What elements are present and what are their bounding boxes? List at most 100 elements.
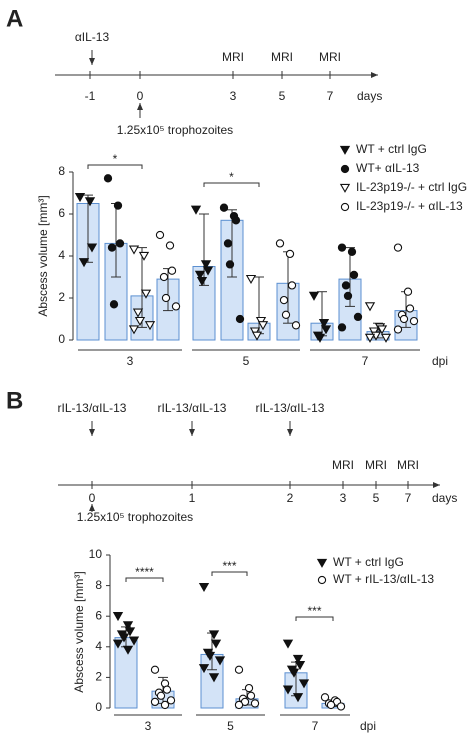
data-point	[161, 293, 171, 303]
data-point	[166, 696, 176, 705]
data-point	[393, 243, 403, 252]
data-point	[223, 239, 233, 248]
data-point	[250, 699, 260, 708]
data-point	[294, 661, 306, 671]
data-point	[144, 321, 156, 331]
data-point	[234, 665, 244, 674]
data-point	[167, 266, 177, 275]
data-point	[165, 241, 175, 250]
data-point	[112, 612, 124, 622]
y-tick-label: 2	[58, 290, 65, 304]
data-point	[190, 205, 202, 215]
x-tick-label: 7	[362, 354, 369, 368]
y-tick-label: 0	[58, 332, 65, 346]
legend-label: WT + ctrl IgG	[356, 142, 427, 156]
data-point	[282, 639, 294, 649]
data-point	[112, 639, 124, 649]
timeline-tick-label: 7	[327, 89, 334, 103]
data-point	[380, 333, 392, 343]
significance-label: *	[113, 152, 118, 166]
data-point	[376, 325, 388, 335]
data-point	[364, 302, 376, 312]
data-point	[318, 319, 330, 329]
infection-label: 1.25x10⁵ trophozoites	[117, 123, 233, 137]
timeline-tick-label: 0	[137, 89, 144, 103]
data-point	[341, 281, 351, 290]
timeline-tick-label: 0	[89, 491, 96, 505]
timeline-tick-label: 5	[279, 89, 286, 103]
data-point	[235, 314, 245, 324]
data-point	[214, 656, 226, 666]
data-point	[316, 558, 328, 568]
data-point	[115, 239, 125, 248]
data-point	[118, 633, 130, 643]
significance-label: ***	[222, 559, 236, 573]
data-point	[194, 270, 206, 280]
data-point	[225, 260, 235, 269]
x-tick-label: 5	[243, 354, 250, 368]
significance-bracket	[87, 164, 143, 169]
y-tick-label: 4	[95, 639, 102, 653]
data-point	[353, 312, 363, 322]
data-point	[326, 700, 336, 710]
data-point	[245, 274, 257, 285]
data-point	[208, 673, 220, 683]
event-label: MRI	[332, 458, 354, 472]
data-point	[208, 630, 220, 640]
event-label: MRI	[222, 50, 244, 64]
data-point	[364, 333, 376, 343]
data-point	[155, 230, 165, 240]
data-point	[288, 668, 300, 678]
y-tick-label: 8	[95, 578, 102, 592]
timeline-tick-label: -1	[85, 89, 96, 103]
data-point	[103, 174, 113, 183]
data-point	[234, 700, 244, 710]
significance-bracket	[203, 182, 260, 187]
data-point	[162, 685, 172, 694]
data-point	[257, 321, 269, 331]
event-label: MRI	[397, 458, 419, 472]
data-point	[343, 291, 353, 301]
data-point	[279, 295, 289, 305]
data-point	[124, 627, 136, 637]
data-point	[198, 582, 210, 593]
data-point	[219, 203, 229, 212]
data-point	[122, 645, 134, 655]
data-point	[150, 697, 160, 707]
data-point	[285, 249, 295, 259]
data-point	[320, 693, 330, 702]
data-point	[320, 325, 332, 335]
data-point	[349, 270, 359, 280]
data-point	[393, 325, 403, 334]
timeline-unit: days	[432, 491, 457, 505]
data-point	[128, 325, 140, 335]
data-point	[109, 300, 119, 309]
data-point	[156, 691, 166, 700]
y-tick-label: 8	[58, 164, 65, 178]
data-point	[171, 302, 181, 311]
event-label: αIL-13	[75, 30, 110, 44]
event-label: MRI	[271, 50, 293, 64]
data-point	[74, 193, 86, 203]
data-point	[292, 693, 304, 703]
data-point	[150, 665, 160, 674]
data-point	[251, 331, 263, 341]
significance-bracket	[125, 577, 164, 582]
data-point	[128, 636, 140, 646]
data-point	[244, 683, 254, 693]
data-point	[298, 679, 310, 689]
data-point	[200, 260, 212, 270]
data-point	[337, 243, 347, 252]
data-point	[84, 197, 96, 207]
infection-label: 1.25x10⁵ trophozoites	[77, 510, 193, 524]
legend-label: WT + ctrl IgG	[333, 555, 404, 569]
data-point	[337, 323, 347, 332]
timeline-tick-label: 7	[405, 491, 412, 505]
significance-bracket	[295, 616, 334, 621]
data-point	[86, 243, 98, 253]
timeline-unit: days	[357, 89, 382, 103]
data-point	[291, 321, 301, 330]
x-tick-label: 7	[312, 719, 319, 733]
y-tick-label: 4	[58, 248, 65, 262]
